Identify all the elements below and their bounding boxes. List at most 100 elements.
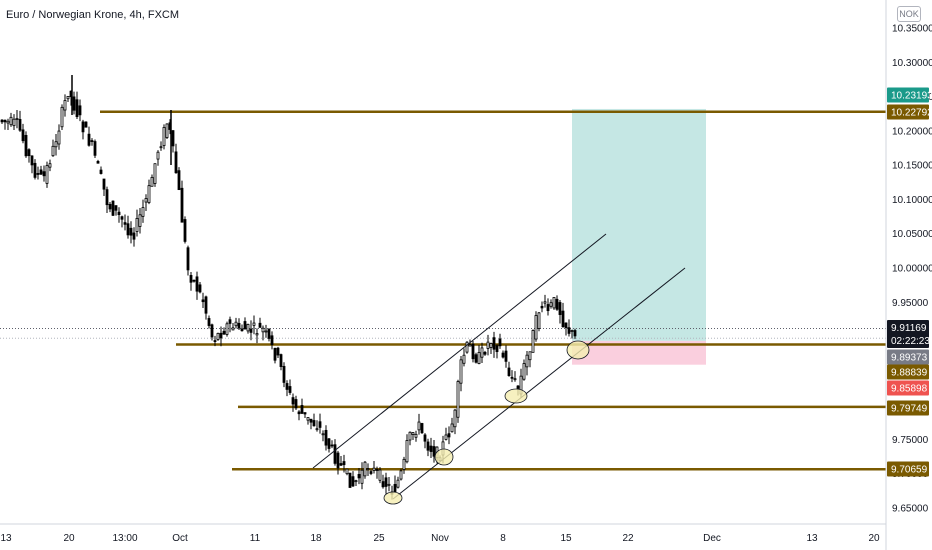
candles (0, 75, 577, 500)
candle-body (231, 327, 235, 331)
candle-body (501, 352, 505, 358)
candle-body (273, 347, 277, 361)
price-tag-label: 9.88839 (891, 368, 928, 379)
candle-body (150, 176, 154, 187)
candle-body (462, 354, 466, 364)
candle-body (444, 434, 448, 440)
candle-body (129, 227, 133, 236)
x-tick-label: 8 (500, 533, 506, 544)
candle-body (495, 345, 499, 353)
candle-body (456, 381, 460, 418)
candle-body (210, 324, 214, 338)
candle-body (423, 434, 427, 442)
price-tag (887, 364, 929, 380)
candle-body (138, 214, 142, 227)
candle-body (183, 219, 187, 242)
candle-body (144, 198, 148, 203)
y-tick-label: 10.35000 (892, 24, 932, 35)
y-tick-label: 10.15000 (892, 161, 932, 172)
candle-body (450, 423, 454, 433)
candle-body (21, 129, 25, 142)
stop-zone[interactable] (572, 340, 706, 365)
candle-body (426, 441, 430, 451)
price-tag (887, 87, 929, 103)
candle-body (45, 165, 49, 184)
candle-body (414, 433, 418, 438)
channel-lower-line[interactable] (392, 267, 686, 500)
candle-body (492, 337, 496, 350)
x-tick-label: 22 (622, 533, 634, 544)
price-tag-label: 9.85898 (891, 384, 928, 395)
price-tag-label: 9.70659 (891, 465, 928, 476)
candle-body (333, 444, 337, 464)
candle-body (351, 476, 355, 487)
candle-body (195, 276, 199, 292)
y-tick-label: 9.75000 (892, 435, 929, 446)
candle-body (3, 119, 7, 123)
candle-body (330, 444, 334, 447)
candle-body (234, 321, 238, 327)
candle-body (153, 163, 157, 184)
candle-body (453, 409, 457, 428)
candle-body (120, 216, 124, 220)
candle-body (474, 354, 478, 363)
candle-body (324, 429, 328, 446)
candle-body (375, 469, 379, 471)
x-tick-label: Oct (172, 533, 188, 544)
candle-body (15, 118, 19, 120)
candle-body (255, 333, 259, 336)
candle-body (90, 140, 94, 142)
price-tag-label: 9.91169 (891, 323, 927, 334)
price-tag (887, 400, 929, 416)
x-tick-label: 20 (868, 533, 880, 544)
candle-body (177, 170, 181, 191)
candle-body (504, 350, 508, 362)
candle-body (207, 318, 211, 326)
candle-body (246, 323, 250, 332)
chart-title: Euro / Norwegian Krone, 4h, FXCM (6, 9, 180, 21)
candle-body (165, 123, 169, 138)
candle-body (243, 321, 247, 330)
candle-body (12, 118, 16, 127)
candle-body (81, 121, 85, 133)
channel-upper-line[interactable] (312, 233, 607, 469)
candle-body (306, 417, 310, 421)
y-tick-label: 10.30000 (892, 58, 932, 69)
x-tick-label: 13:00 (112, 533, 137, 544)
y-tick-label: 10.10000 (892, 195, 932, 206)
candle-body (228, 319, 232, 324)
position-zones (572, 108, 706, 365)
price-tag-label: 10.23193 (891, 91, 932, 102)
candle-body (6, 120, 10, 124)
candle-body (387, 483, 391, 486)
target-zone[interactable] (572, 108, 706, 341)
currency-button[interactable]: NOK (897, 6, 921, 22)
candle-body (402, 458, 406, 470)
candle-body (297, 411, 301, 415)
candle-body (549, 302, 553, 307)
candle-body (117, 211, 121, 216)
candle-body (294, 399, 298, 409)
candle-body (354, 480, 358, 483)
candle-body (366, 468, 370, 471)
candle-body (360, 469, 364, 484)
candle-body (465, 341, 469, 353)
y-tick-label: 9.65000 (892, 504, 929, 515)
candle-body (216, 332, 220, 340)
y-tick-label: 10.05000 (892, 229, 932, 240)
candle-body (558, 302, 562, 315)
candle-body (225, 323, 229, 335)
candle-body (60, 106, 64, 128)
candle-body (84, 121, 88, 128)
candle-body (498, 338, 502, 347)
x-tick-label: 13 (806, 533, 818, 544)
candle-body (552, 297, 556, 309)
candle-body (87, 133, 91, 146)
price-tag-label: 9.89373 (891, 353, 928, 364)
candle-body (486, 341, 490, 349)
current-price-line (0, 328, 886, 339)
candle-body (309, 418, 313, 423)
candle-body (489, 343, 493, 348)
candle-body (369, 471, 373, 474)
